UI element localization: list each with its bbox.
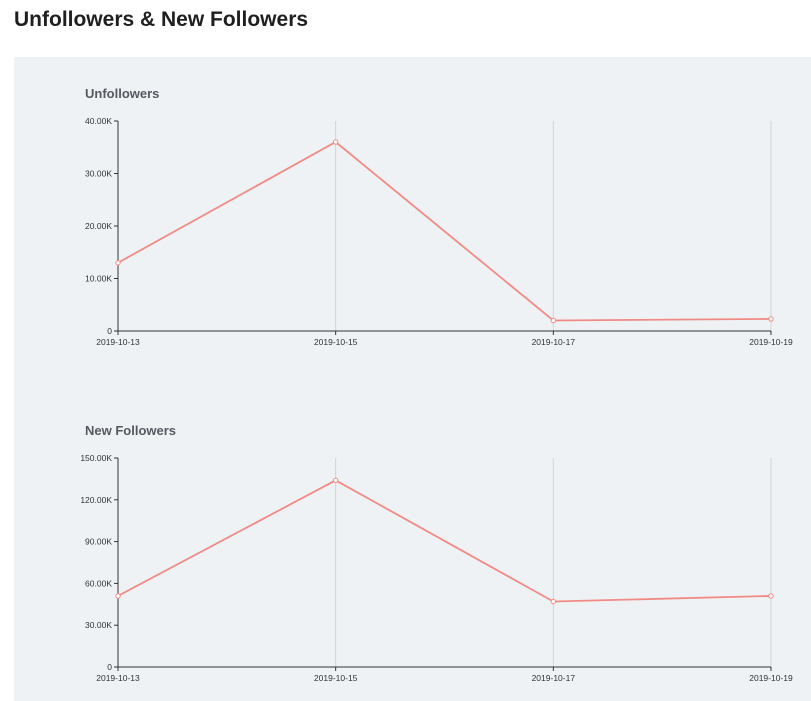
x-tick-label: 2019-10-13 (96, 673, 140, 683)
y-tick-label: 120.00K (80, 495, 112, 505)
series-line (117, 140, 772, 322)
x-tick-label: 2019-10-15 (314, 673, 358, 683)
new-followers-chart: New Followers 0 30.00K 60.00K 90.00K 120.00K 1… (80, 423, 793, 683)
x-tick-label: 2019-10-17 (532, 337, 576, 347)
page-title: Unfollowers & New Followers (14, 8, 309, 31)
chart-title: Unfollowers (85, 86, 159, 101)
y-tick-label: 0 (107, 326, 112, 336)
data-point (115, 593, 121, 599)
y-tick-label: 150.00K (80, 453, 112, 463)
y-tick-label: 60.00K (85, 578, 112, 588)
data-point (550, 317, 557, 324)
data-point (332, 139, 339, 145)
series-line (117, 479, 772, 603)
y-tick-label: 30.00K (85, 169, 112, 179)
charts-panel: Unfollowers 0 10.00K 20.00K 30.00K 40.00K 2019… (14, 57, 811, 701)
y-tick-label: 0 (107, 662, 112, 672)
chart-title: New Followers (85, 423, 176, 438)
x-tick-label: 2019-10-13 (96, 337, 140, 347)
unfollowers-chart: Unfollowers 0 10.00K 20.00K 30.00K 40.00K 2019… (85, 86, 793, 347)
x-tick-label: 2019-10-17 (532, 673, 576, 683)
data-point (768, 316, 774, 322)
data-point (550, 598, 557, 605)
y-tick-label: 10.00K (85, 274, 112, 284)
data-point (768, 593, 774, 599)
data-point (115, 260, 121, 266)
y-tick-label: 90.00K (85, 537, 112, 547)
x-tick-label: 2019-10-15 (314, 337, 358, 347)
data-point (332, 477, 339, 483)
y-tick-label: 30.00K (85, 620, 112, 630)
y-tick-label: 20.00K (85, 221, 112, 231)
x-tick-label: 2019-10-19 (749, 673, 793, 683)
y-tick-label: 40.00K (85, 116, 112, 126)
x-tick-label: 2019-10-19 (749, 337, 793, 347)
